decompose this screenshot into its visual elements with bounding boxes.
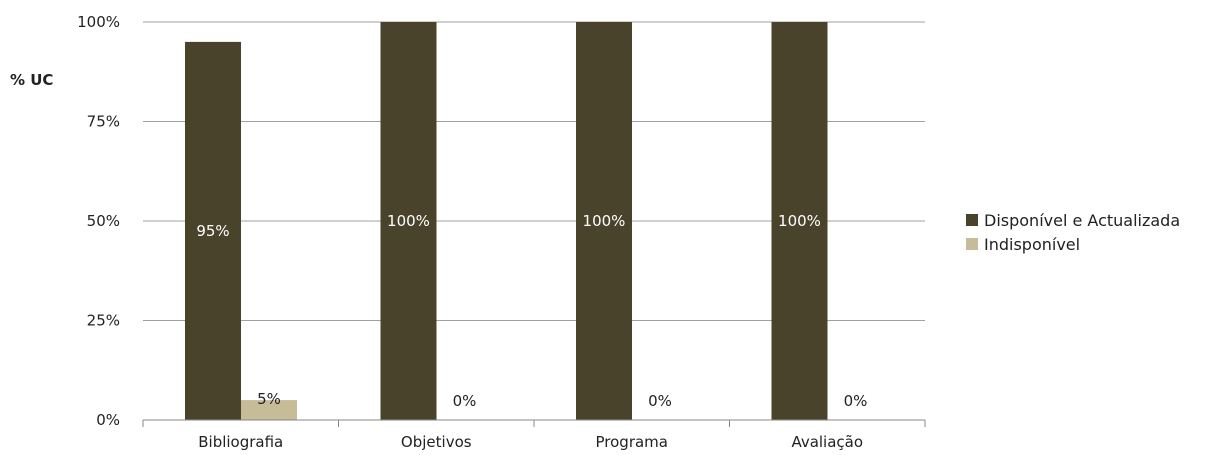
- bar: [185, 41, 241, 421]
- data-label: 100%: [387, 212, 430, 230]
- legend-item-available: Disponível e Actualizada: [966, 208, 1180, 232]
- bar: [241, 400, 297, 420]
- legend-label-unavailable: Indisponível: [984, 234, 1081, 254]
- data-label: 100%: [583, 212, 626, 230]
- bars: [185, 22, 828, 421]
- y-axis-label: % UC: [10, 71, 53, 89]
- y-tick-label: 50%: [87, 212, 120, 230]
- data-label: 95%: [196, 222, 229, 240]
- x-tick-label: Objetivos: [401, 433, 472, 451]
- data-label: 0%: [453, 392, 477, 410]
- y-axis-ticks: 0% 25% 50% 75% 100%: [77, 13, 120, 429]
- y-tick-label: 25%: [87, 312, 120, 330]
- legend-item-unavailable: Indisponível: [966, 232, 1180, 256]
- bar: [380, 22, 437, 420]
- data-label: 0%: [648, 392, 672, 410]
- data-label: 0%: [844, 392, 868, 410]
- x-tick-label: Avaliação: [791, 433, 863, 451]
- data-label: 5%: [257, 390, 281, 408]
- x-tick-label: Bibliografia: [198, 433, 283, 451]
- x-axis: Bibliografia Objetivos Programa Avaliação: [142, 419, 926, 451]
- bar: [576, 22, 632, 420]
- bar: [771, 22, 828, 420]
- data-labels: 95% 100% 100% 100% 5% 0% 0% 0%: [196, 212, 867, 410]
- y-tick-label: 0%: [96, 411, 120, 429]
- y-tick-label: 75%: [87, 113, 120, 131]
- x-tick-label: Programa: [596, 433, 668, 451]
- data-label: 100%: [778, 212, 821, 230]
- legend-swatch-available: [966, 214, 978, 226]
- y-tick-label: 100%: [77, 13, 120, 31]
- legend: Disponível e Actualizada Indisponível: [966, 208, 1180, 256]
- legend-swatch-unavailable: [966, 238, 978, 250]
- legend-label-available: Disponível e Actualizada: [984, 210, 1181, 230]
